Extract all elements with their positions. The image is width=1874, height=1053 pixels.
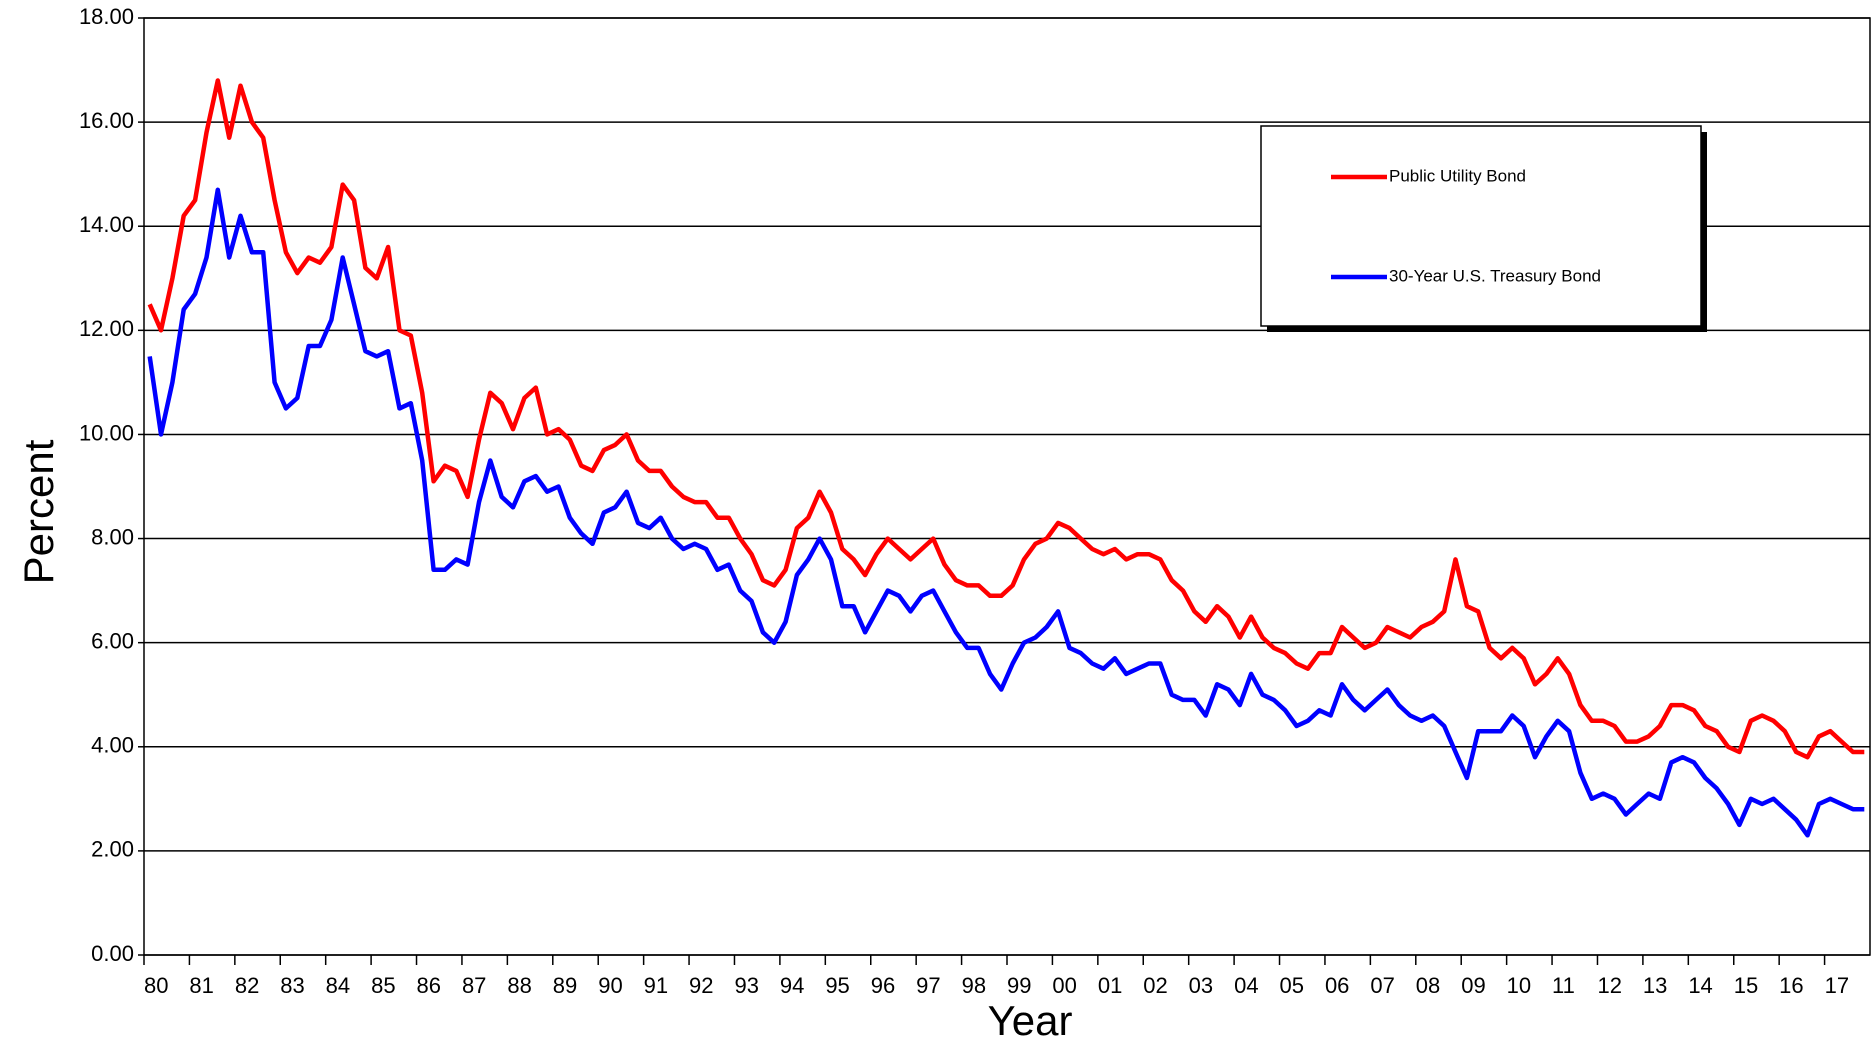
x-tick-label: 16 bbox=[1779, 973, 1803, 998]
x-tick-label: 80 bbox=[144, 973, 168, 998]
y-tick-label: 10.00 bbox=[79, 420, 134, 445]
x-tick-label: 15 bbox=[1734, 973, 1758, 998]
y-tick-label: 0.00 bbox=[91, 941, 134, 966]
x-tick-label: 84 bbox=[326, 973, 350, 998]
x-tick-label: 89 bbox=[553, 973, 577, 998]
legend-label: Public Utility Bond bbox=[1389, 166, 1526, 185]
x-tick-label: 02 bbox=[1143, 973, 1167, 998]
x-tick-label: 85 bbox=[371, 973, 395, 998]
x-tick-label: 03 bbox=[1189, 973, 1213, 998]
y-tick-label: 12.00 bbox=[79, 316, 134, 341]
x-tick-label: 86 bbox=[417, 973, 441, 998]
x-tick-label: 00 bbox=[1052, 973, 1076, 998]
plot-frame bbox=[143, 17, 1871, 956]
x-tick-label: 92 bbox=[689, 973, 713, 998]
x-tick-label: 93 bbox=[734, 973, 758, 998]
y-tick-label: 18.00 bbox=[79, 4, 134, 29]
x-tick-label: 09 bbox=[1461, 973, 1485, 998]
legend-box bbox=[1260, 125, 1702, 327]
y-axis-label: Percent bbox=[15, 439, 62, 584]
x-tick-label: 05 bbox=[1280, 973, 1304, 998]
x-tick-label: 14 bbox=[1688, 973, 1712, 998]
y-tick-label: 6.00 bbox=[91, 628, 134, 653]
x-tick-label: 04 bbox=[1234, 973, 1258, 998]
legend-label: 30-Year U.S. Treasury Bond bbox=[1389, 266, 1601, 285]
x-tick-label: 98 bbox=[962, 973, 986, 998]
x-axis-label: Year bbox=[988, 997, 1073, 1044]
x-tick-label: 01 bbox=[1098, 973, 1122, 998]
x-tick-label: 99 bbox=[1007, 973, 1031, 998]
y-tick-label: 4.00 bbox=[91, 733, 134, 758]
x-tick-label: 87 bbox=[462, 973, 486, 998]
x-tick-label: 94 bbox=[780, 973, 804, 998]
x-tick-label: 95 bbox=[825, 973, 849, 998]
series-line bbox=[147, 187, 1865, 838]
x-tick-label: 13 bbox=[1643, 973, 1667, 998]
x-tick-label: 88 bbox=[507, 973, 531, 998]
y-tick-label: 8.00 bbox=[91, 524, 134, 549]
x-tick-label: 06 bbox=[1325, 973, 1349, 998]
x-tick-label: 07 bbox=[1370, 973, 1394, 998]
x-tick-label: 96 bbox=[871, 973, 895, 998]
x-tick-label: 90 bbox=[598, 973, 622, 998]
x-tick-label: 97 bbox=[916, 973, 940, 998]
x-tick-label: 10 bbox=[1507, 973, 1531, 998]
x-tick-label: 81 bbox=[189, 973, 213, 998]
y-tick-label: 16.00 bbox=[79, 108, 134, 133]
x-tick-label: 83 bbox=[280, 973, 304, 998]
x-tick-label: 08 bbox=[1416, 973, 1440, 998]
x-tick-label: 91 bbox=[644, 973, 668, 998]
x-tick-label: 11 bbox=[1552, 973, 1575, 998]
series-line bbox=[147, 78, 1865, 760]
x-tick-label: 82 bbox=[235, 973, 259, 998]
y-tick-label: 2.00 bbox=[91, 837, 134, 862]
x-tick-label: 12 bbox=[1597, 973, 1621, 998]
x-tick-label: 17 bbox=[1825, 973, 1849, 998]
y-tick-label: 14.00 bbox=[79, 212, 134, 237]
